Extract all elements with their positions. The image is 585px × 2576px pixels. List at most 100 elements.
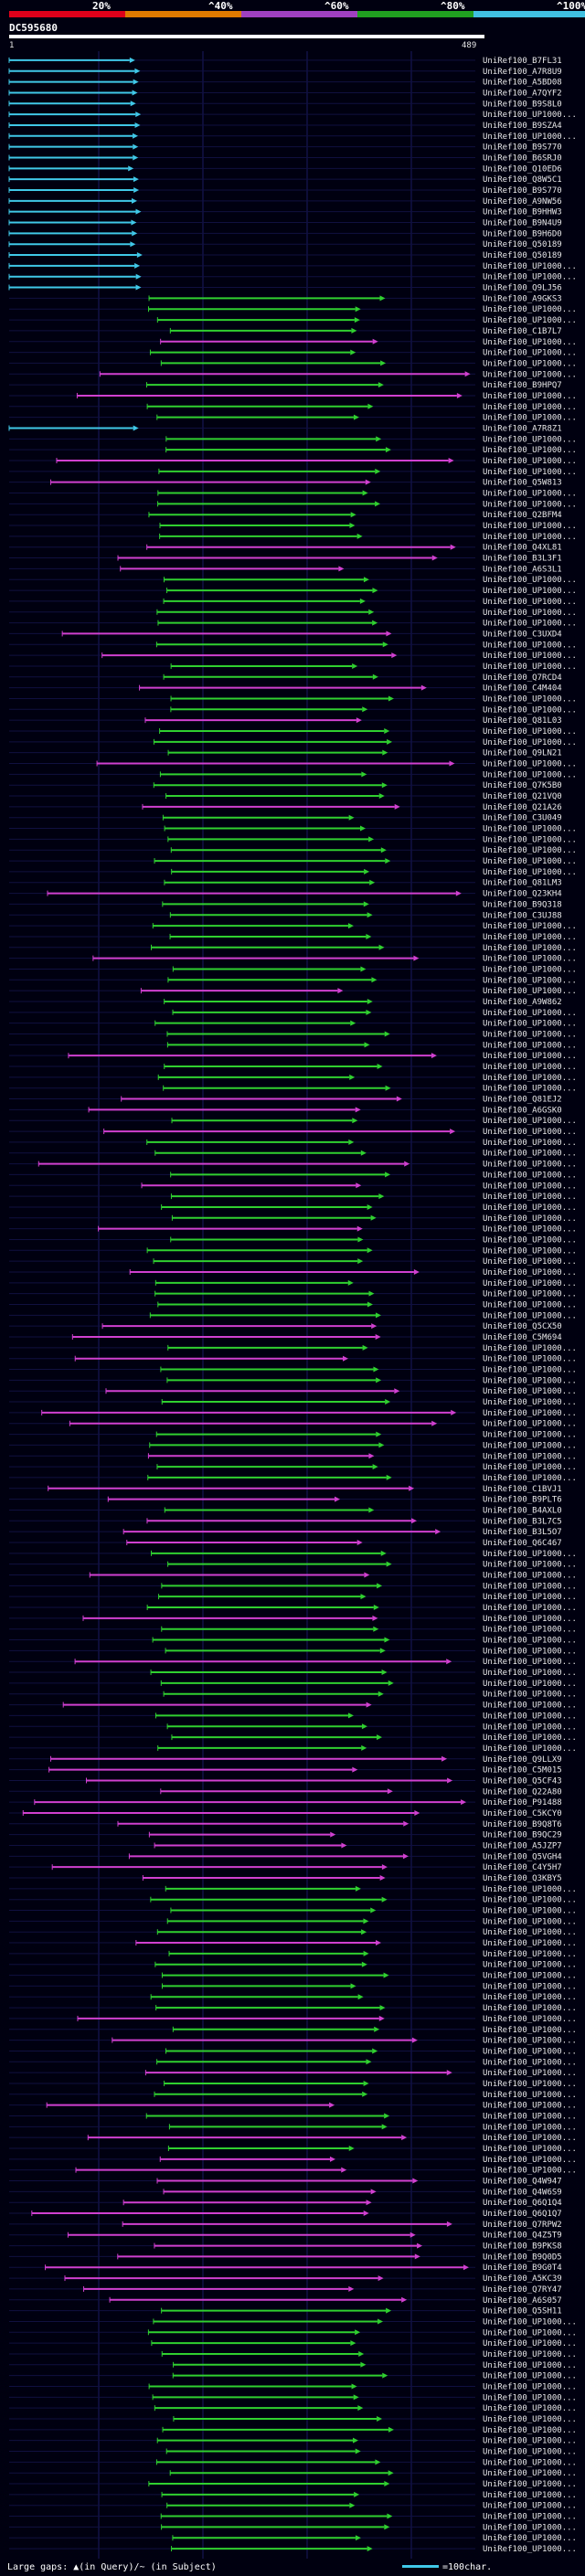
hit-row[interactable]: UniRef100_B9S770 (8, 143, 562, 153)
hit-row[interactable]: UniRef100_UP1000... (9, 2112, 577, 2121)
hit-row[interactable]: UniRef100_UP1000... (9, 1723, 577, 1732)
hit-row[interactable]: UniRef100_UP1000... (9, 1885, 577, 1894)
hit-label[interactable]: UniRef100_UP1000... (483, 1128, 577, 1137)
hit-row[interactable]: UniRef100_C3U049 (9, 814, 562, 823)
hit-label[interactable]: UniRef100_Q7RPW2 (483, 2221, 562, 2230)
hit-label[interactable]: UniRef100_UP1000... (483, 2167, 577, 2176)
hit-label[interactable]: UniRef100_UP1000... (483, 1052, 577, 1061)
hit-row[interactable]: UniRef100_UP1000... (9, 955, 577, 964)
hit-row[interactable]: UniRef100_UP1000... (9, 760, 577, 769)
hit-label[interactable]: UniRef100_UP1000... (483, 2350, 577, 2359)
hit-label[interactable]: UniRef100_B7FL31 (483, 57, 562, 66)
hit-label[interactable]: UniRef100_UP1000... (483, 1150, 577, 1159)
hit-row[interactable]: UniRef100_Q4W947 (9, 2178, 562, 2187)
hit-label[interactable]: UniRef100_Q23KH4 (483, 890, 562, 899)
hit-label[interactable]: UniRef100_UP1000... (483, 1441, 577, 1450)
hit-label[interactable]: UniRef100_B9S8L0 (483, 100, 562, 109)
hit-row[interactable]: UniRef100_UP1000... (9, 522, 577, 531)
hit-row[interactable]: UniRef100_UP1000... (9, 2480, 577, 2489)
hit-label[interactable]: UniRef100_UP1000... (483, 955, 577, 964)
hit-row[interactable]: UniRef100_Q3KBY5 (9, 1874, 562, 1883)
hit-label[interactable]: UniRef100_UP1000... (483, 1463, 577, 1472)
hit-label[interactable]: UniRef100_B9SZA4 (483, 122, 562, 131)
hit-label[interactable]: UniRef100_UP1000... (483, 435, 577, 444)
hit-label[interactable]: UniRef100_UP1000... (483, 111, 577, 120)
hit-row[interactable]: UniRef100_UP1000... (9, 2458, 577, 2467)
hit-row[interactable]: UniRef100_UP1000... (9, 2069, 577, 2078)
hit-label[interactable]: UniRef100_UP1000... (483, 1452, 577, 1461)
hit-row[interactable]: UniRef100_P91488 (9, 1798, 562, 1807)
hit-label[interactable]: UniRef100_Q6Q1Q4 (483, 2199, 562, 2208)
hit-row[interactable]: UniRef100_B9PKS8 (9, 2242, 562, 2252)
hit-label[interactable]: UniRef100_UP1000... (483, 1182, 577, 1191)
hit-label[interactable]: UniRef100_UP1000... (483, 1355, 577, 1364)
hit-row[interactable]: UniRef100_UP1000... (9, 694, 577, 704)
hit-label[interactable]: UniRef100_UP1000... (483, 987, 577, 996)
hit-row[interactable]: UniRef100_UP1000... (9, 2026, 577, 2035)
hit-row[interactable]: UniRef100_UP1000... (9, 1441, 577, 1450)
hit-row[interactable]: UniRef100_UP1000... (9, 2167, 577, 2176)
hit-label[interactable]: UniRef100_UP1000... (483, 1712, 577, 1721)
hit-label[interactable]: UniRef100_UP1000... (483, 587, 577, 596)
hit-row[interactable]: UniRef100_Q81LM3 (9, 879, 562, 888)
hit-label[interactable]: UniRef100_Q8W5C1 (483, 175, 562, 185)
hit-label[interactable]: UniRef100_B9HHW3 (483, 208, 562, 217)
hit-label[interactable]: UniRef100_Q5W813 (483, 479, 562, 488)
hit-label[interactable]: UniRef100_UP1000... (483, 868, 577, 877)
hit-label[interactable]: UniRef100_UP1000... (483, 2134, 577, 2143)
hit-row[interactable]: UniRef100_Q4Z5T9 (9, 2231, 562, 2241)
hit-label[interactable]: UniRef100_A6S3L1 (483, 565, 562, 574)
hit-row[interactable]: UniRef100_UP1000... (9, 1961, 577, 1970)
hit-row[interactable]: UniRef100_UP1000... (9, 1139, 577, 1148)
hit-row[interactable]: UniRef100_UP1000... (9, 1246, 577, 1256)
hit-row[interactable]: UniRef100_B3L3F1 (9, 555, 562, 564)
hit-row[interactable]: UniRef100_A5JZP7 (9, 1841, 562, 1850)
hit-label[interactable]: UniRef100_UP1000... (483, 1550, 577, 1559)
hit-row[interactable]: UniRef100_UP1000... (9, 1235, 577, 1245)
hit-label[interactable]: UniRef100_UP1000... (483, 2058, 577, 2067)
hit-row[interactable]: UniRef100_UP1000... (9, 1669, 577, 1678)
hit-row[interactable]: UniRef100_Q23KH4 (9, 890, 562, 899)
hit-row[interactable]: UniRef100_A6S057 (9, 2296, 562, 2306)
hit-row[interactable]: UniRef100_UP1000... (9, 922, 577, 931)
hit-label[interactable]: UniRef100_UP1000... (483, 1982, 577, 1991)
hit-label[interactable]: UniRef100_UP1000... (483, 2426, 577, 2435)
hit-row[interactable]: UniRef100_C4M404 (9, 684, 562, 694)
hit-row[interactable]: UniRef100_UP1000... (9, 1355, 577, 1364)
hit-row[interactable]: UniRef100_UP1000... (9, 1658, 577, 1667)
hit-row[interactable]: UniRef100_UP1000... (9, 2545, 577, 2554)
hit-label[interactable]: UniRef100_UP1000... (483, 609, 577, 618)
hit-row[interactable]: UniRef100_UP1000... (9, 1344, 577, 1353)
hit-row[interactable]: UniRef100_C5M015 (9, 1766, 562, 1776)
hit-row[interactable]: UniRef100_UP1000... (9, 2361, 577, 2370)
hit-row[interactable]: UniRef100_UP1000... (9, 1474, 577, 1483)
hit-label[interactable]: UniRef100_UP1000... (483, 1604, 577, 1613)
hit-row[interactable]: UniRef100_UP1000... (9, 609, 577, 618)
hit-row[interactable]: UniRef100_UP1000... (9, 1939, 577, 1948)
hit-row[interactable]: UniRef100_UP1000... (9, 705, 577, 715)
hit-label[interactable]: UniRef100_A9W862 (483, 998, 562, 1007)
hit-label[interactable]: UniRef100_UP1000... (483, 2415, 577, 2424)
hit-row[interactable]: UniRef100_A7QYF2 (8, 89, 562, 98)
hit-label[interactable]: UniRef100_UP1000... (483, 359, 577, 368)
hit-row[interactable]: UniRef100_C4Y5H7 (9, 1863, 562, 1872)
hit-label[interactable]: UniRef100_UP1000... (483, 2534, 577, 2543)
hit-label[interactable]: UniRef100_UP1000... (483, 1993, 577, 2002)
hit-label[interactable]: UniRef100_Q6Q1Q7 (483, 2210, 562, 2219)
hit-row[interactable]: UniRef100_B9SZA4 (8, 122, 562, 131)
hit-row[interactable]: UniRef100_UP1000... (9, 2393, 577, 2402)
hit-row[interactable]: UniRef100_A6S3L1 (9, 565, 562, 574)
hit-label[interactable]: UniRef100_Q10ED6 (483, 164, 562, 174)
hit-row[interactable]: UniRef100_UP1000... (9, 835, 577, 844)
hit-row[interactable]: UniRef100_UP1000... (8, 133, 577, 142)
hit-label[interactable]: UniRef100_UP1000... (483, 1561, 577, 1570)
hit-label[interactable]: UniRef100_A6S057 (483, 2296, 562, 2306)
hit-row[interactable]: UniRef100_UP1000... (9, 1171, 577, 1180)
hit-label[interactable]: UniRef100_UP1000... (483, 1268, 577, 1277)
hit-label[interactable]: UniRef100_UP1000... (483, 727, 577, 737)
hit-row[interactable]: UniRef100_UP1000... (9, 305, 577, 314)
hit-row[interactable]: UniRef100_UP1000... (9, 2004, 577, 2013)
hit-row[interactable]: UniRef100_UP1000... (9, 1950, 577, 1959)
hit-label[interactable]: UniRef100_C5KCY0 (483, 1809, 562, 1818)
hit-row[interactable]: UniRef100_Q81EJ2 (9, 1096, 562, 1105)
